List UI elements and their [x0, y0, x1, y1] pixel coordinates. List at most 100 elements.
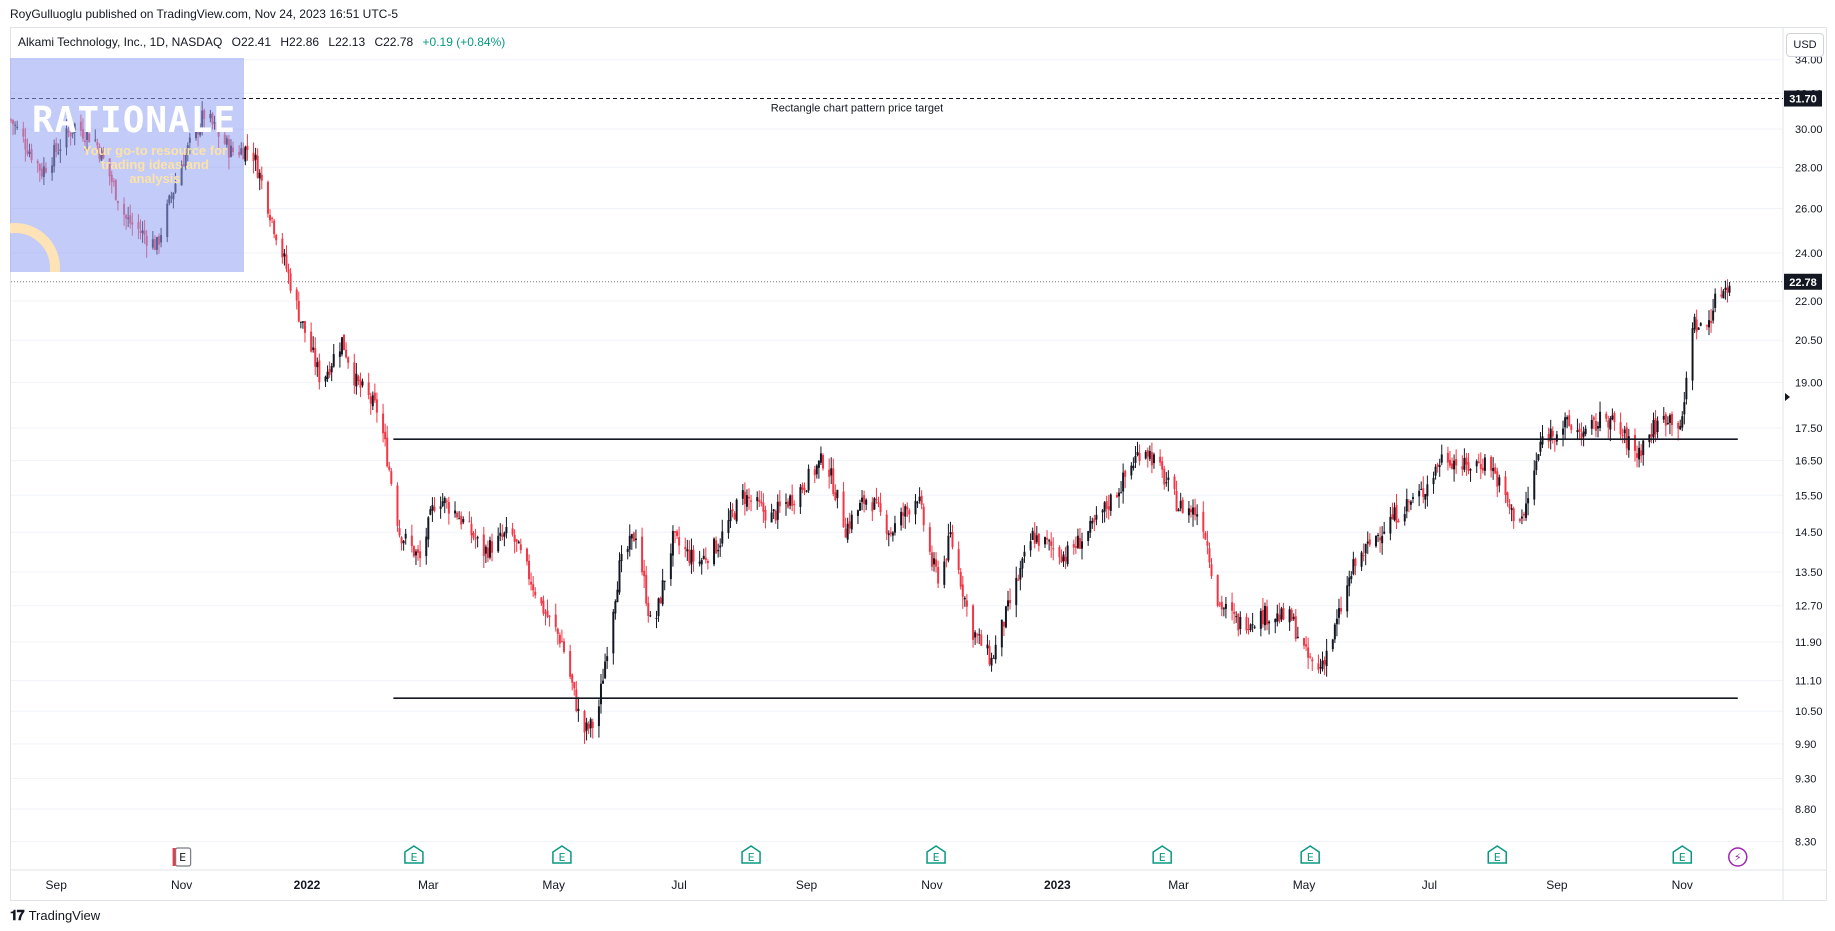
candle: [1066, 541, 1069, 567]
candle: [1613, 411, 1616, 431]
candle: [914, 494, 917, 525]
candle: [1101, 508, 1104, 524]
candle: [1670, 411, 1673, 437]
publisher-line: RoyGulluoglu published on TradingView.co…: [10, 7, 399, 21]
candle: [1196, 504, 1199, 526]
candle: [1522, 511, 1525, 522]
candle: [1224, 597, 1227, 619]
candle: [369, 392, 372, 415]
candle: [486, 540, 489, 563]
candle: [671, 525, 674, 567]
candle: [1490, 455, 1493, 478]
candle: [657, 597, 660, 622]
candle: [1578, 423, 1581, 440]
candle: [815, 464, 818, 479]
candle: [972, 604, 975, 648]
candle: [1335, 609, 1338, 637]
currency-button[interactable]: USD: [1786, 33, 1824, 57]
candle: [1239, 611, 1242, 635]
candle: [357, 374, 360, 386]
legend-change: +0.19 (+0.84%): [422, 35, 506, 49]
candle: [715, 536, 718, 554]
candle: [1064, 546, 1067, 570]
candle: [1148, 445, 1151, 461]
candle: [412, 545, 415, 558]
candle: [269, 209, 272, 227]
candle: [620, 545, 623, 573]
candle: [770, 503, 773, 523]
candle: [587, 721, 590, 735]
candle: [663, 580, 666, 591]
candle: [1004, 605, 1007, 629]
candle: [1107, 494, 1110, 520]
tradingview-brand[interactable]: 𝟏𝟕 TradingView: [10, 907, 100, 924]
candle: [404, 528, 407, 545]
candle: [1189, 505, 1192, 518]
candle: [1652, 412, 1655, 444]
candle: [706, 559, 709, 570]
candle: [1124, 469, 1127, 489]
candle: [719, 538, 722, 557]
candle: [254, 147, 257, 171]
candle: [1360, 550, 1363, 571]
candle: [1549, 419, 1552, 450]
earnings-event-icon: E: [926, 845, 946, 864]
candle: [462, 516, 465, 525]
x-tick-label: Jul: [1422, 878, 1437, 892]
y-tick-label: 10.50: [1795, 706, 1823, 718]
candle: [433, 497, 436, 513]
candle: [1395, 493, 1398, 529]
y-tick-label: 26.00: [1795, 203, 1823, 215]
y-tick-label: 12.70: [1795, 601, 1823, 613]
candle: [1377, 532, 1380, 543]
earnings-event-icon: E: [1152, 845, 1172, 864]
candle: [1247, 617, 1250, 635]
candle: [1664, 412, 1667, 437]
candle: [1276, 604, 1279, 627]
candle: [419, 540, 422, 568]
candle: [918, 487, 921, 504]
earnings-glyph: E: [933, 851, 940, 864]
rationale-watermark: RATIONALE Your go-to resource for tradin…: [10, 58, 244, 272]
candle: [717, 543, 720, 558]
candle: [318, 353, 321, 390]
candle: [1695, 309, 1698, 340]
candle: [373, 383, 376, 403]
candle: [1693, 313, 1696, 334]
candle: [1288, 606, 1291, 631]
legend-symbol: Alkami Technology, Inc., 1D, NASDAQ: [18, 35, 223, 49]
symbol-legend[interactable]: Alkami Technology, Inc., 1D, NASDAQ O22.…: [18, 35, 511, 49]
candle: [540, 597, 543, 607]
earnings-event-icon: E: [404, 845, 424, 864]
candle: [256, 148, 259, 179]
candle: [340, 337, 343, 357]
x-tick-label: Nov: [171, 878, 192, 892]
candle: [384, 423, 387, 447]
candle: [641, 527, 644, 576]
candle: [1547, 427, 1550, 449]
candle: [1448, 450, 1451, 469]
candle: [1031, 527, 1034, 540]
candle: [1465, 452, 1468, 476]
candle: [1087, 530, 1090, 546]
candle: [497, 527, 500, 553]
candle: [252, 142, 255, 174]
candle: [733, 511, 736, 520]
candle: [1348, 570, 1351, 597]
candle: [875, 487, 878, 504]
candle: [501, 524, 504, 541]
flash-event-icon: ⚡: [1728, 847, 1748, 867]
x-tick-label: Sep: [1546, 878, 1568, 892]
candle: [686, 539, 689, 561]
candle: [1374, 535, 1377, 548]
candle: [1677, 421, 1680, 441]
candle: [930, 545, 933, 571]
candle: [326, 365, 329, 382]
candle: [310, 322, 313, 353]
candle: [1712, 298, 1715, 324]
candle: [1029, 533, 1032, 557]
candle: [1662, 407, 1665, 423]
candle: [447, 496, 450, 525]
candle: [1317, 654, 1320, 674]
